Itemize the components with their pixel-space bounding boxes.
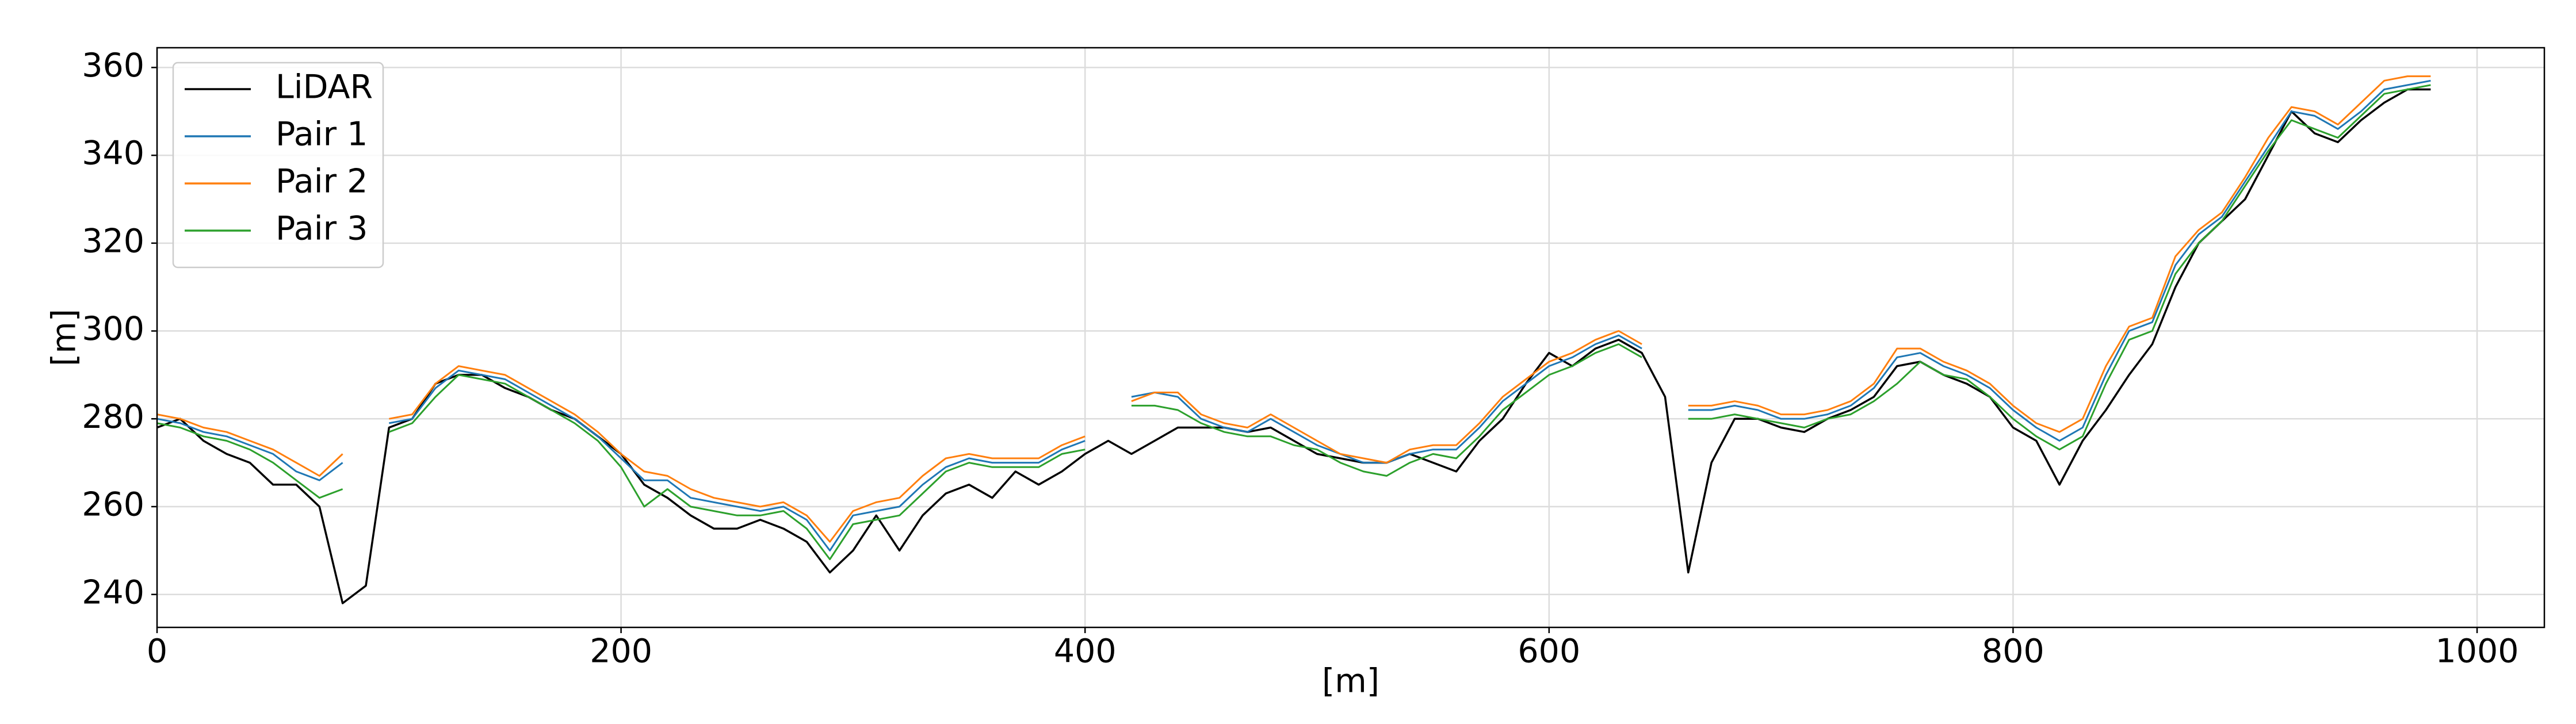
y-tick-label: 280 bbox=[82, 398, 144, 436]
data-line bbox=[156, 79, 2431, 551]
y-tick-label: 300 bbox=[82, 310, 144, 348]
x-tick-label: 400 bbox=[1054, 633, 1117, 671]
legend-label: LiDAR bbox=[276, 68, 373, 106]
y-tick-label: 320 bbox=[82, 222, 144, 260]
x-axis-label: [m] bbox=[1322, 662, 1379, 700]
y-tick-label: 340 bbox=[82, 135, 144, 173]
y-tick-label: 240 bbox=[82, 573, 144, 611]
x-tick-label: 1000 bbox=[2436, 633, 2519, 671]
data-line bbox=[156, 75, 2431, 543]
data-line bbox=[156, 88, 2431, 604]
x-tick-label: 200 bbox=[590, 633, 652, 671]
x-tick-label: 600 bbox=[1518, 633, 1580, 671]
data-line bbox=[156, 84, 2431, 561]
legend-box bbox=[172, 62, 384, 269]
legend-label: Pair 3 bbox=[276, 210, 368, 248]
x-tick-label: 800 bbox=[1982, 633, 2044, 671]
legend-label: Pair 1 bbox=[276, 116, 368, 154]
y-tick-label: 260 bbox=[82, 486, 144, 524]
y-tick-label: 360 bbox=[82, 47, 144, 85]
plot-frame bbox=[156, 47, 2546, 629]
y-axis-label: [m] bbox=[45, 309, 83, 366]
x-tick-label: 0 bbox=[147, 633, 167, 671]
legend-label: Pair 2 bbox=[276, 163, 368, 201]
